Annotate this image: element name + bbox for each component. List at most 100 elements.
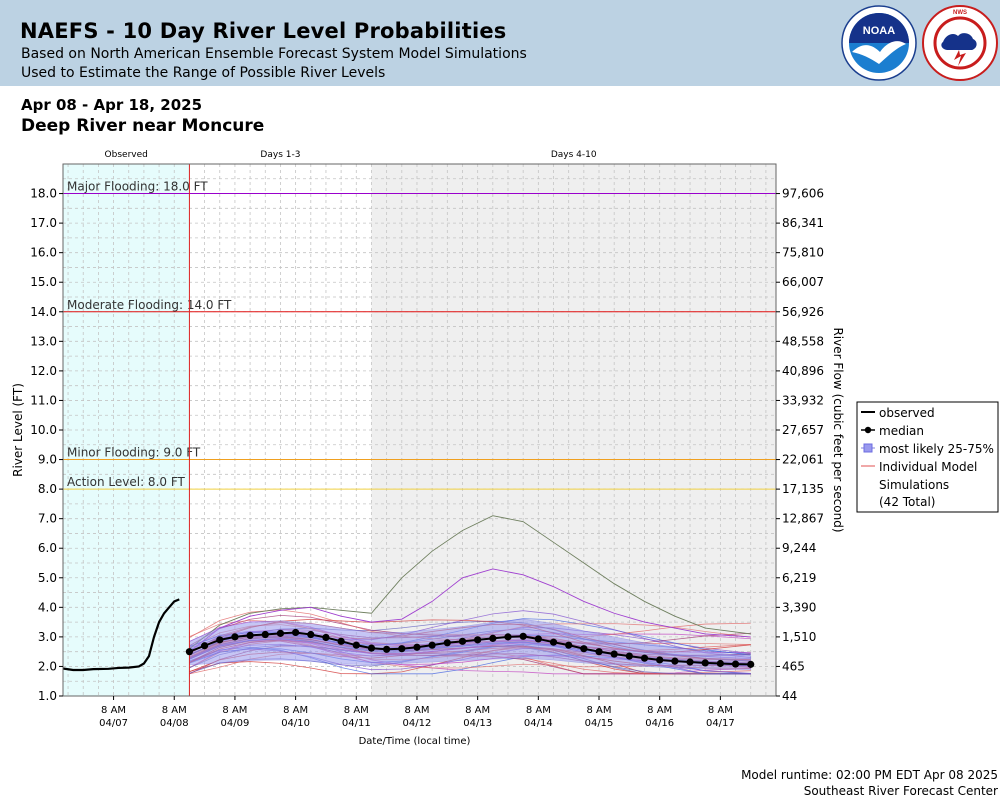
region-label-0: Observed: [105, 150, 148, 160]
model-runtime: Model runtime: 02:00 PM EDT Apr 08 2025: [741, 768, 998, 782]
x-tick-label: 8 AM: [101, 705, 126, 716]
flood-label-0: Major Flooding: 18.0 FT: [67, 180, 208, 194]
x-tick-date: 04/08: [160, 718, 189, 729]
legend-label-simulations: Individual Model: [879, 460, 977, 474]
x-tick-date: 04/17: [706, 718, 735, 729]
y-tick-label: 8.0: [38, 482, 57, 496]
median-point: [337, 637, 345, 645]
x-tick-label: 8 AM: [526, 705, 551, 716]
y2-tick-label: 3,390: [782, 600, 816, 614]
median-point: [246, 631, 254, 640]
y2-tick-label: 44: [782, 689, 797, 703]
nws-logo: NWS: [922, 5, 998, 81]
header-banner: NAEFS - 10 Day River Level Probabilities…: [0, 0, 1000, 86]
likely-band: [189, 618, 752, 670]
y-tick-label: 11.0: [30, 393, 57, 407]
x-tick-date: 04/13: [463, 718, 492, 729]
median-point: [671, 657, 679, 665]
page-title: NAEFS - 10 Day River Level Probabilities: [20, 19, 507, 43]
y-tick-label: 10.0: [30, 423, 57, 437]
y-tick-label: 3.0: [38, 630, 57, 644]
median-point: [610, 650, 618, 658]
median-point: [701, 659, 709, 667]
median-point: [443, 639, 451, 647]
median-point: [216, 636, 224, 644]
station-name: Deep River near Moncure: [21, 116, 265, 136]
y-tick-label: 2.0: [38, 659, 57, 673]
y2-axis-title: River Flow (cubic feet per second): [831, 327, 845, 532]
median-point: [656, 656, 664, 664]
y2-tick-label: 66,007: [782, 275, 824, 289]
median-point: [413, 643, 421, 651]
median-point: [489, 634, 497, 642]
x-tick-label: 8 AM: [404, 705, 429, 716]
median-point: [731, 660, 740, 668]
page-subtitle-2: Used to Estimate the Range of Possible R…: [21, 65, 386, 81]
y-tick-label: 18.0: [30, 187, 57, 201]
median-point: [458, 637, 467, 645]
x-tick-label: 8 AM: [283, 705, 308, 716]
y-tick-label: 13.0: [30, 334, 57, 348]
x-axis-title: Date/Time (local time): [359, 736, 471, 747]
x-tick-label: 8 AM: [344, 705, 369, 716]
observed-line: [62, 598, 180, 672]
median-point: [307, 630, 315, 639]
x-tick-label: 8 AM: [587, 705, 612, 716]
svg-text:NWS: NWS: [953, 10, 967, 16]
median-point: [231, 633, 239, 641]
x-tick-date: 04/16: [645, 718, 674, 729]
legend-swatch-band: [863, 443, 873, 453]
median-point: [185, 648, 194, 656]
y2-tick-label: 75,810: [782, 246, 824, 260]
y2-tick-label: 56,926: [782, 305, 824, 319]
river-level-chart: Observed Days 1-3 Days 4-10 Major Flooding:…: [11, 150, 999, 747]
y-tick-label: 9.0: [38, 453, 57, 467]
y2-tick-label: 86,341: [782, 216, 824, 230]
y2-tick-label: 12,867: [782, 512, 824, 526]
median-point: [504, 633, 512, 641]
y-axis-title: River Level (FT): [11, 383, 25, 477]
x-tick-date: 04/07: [99, 718, 128, 729]
median-point: [428, 641, 436, 649]
median-point: [322, 633, 330, 642]
y-tick-label: 14.0: [30, 305, 57, 319]
median-point: [549, 638, 558, 646]
y-tick-label: 16.0: [30, 246, 57, 260]
y-tick-label: 6.0: [38, 541, 57, 555]
y-tick-label: 15.0: [30, 275, 57, 289]
region-label-1: Days 1-3: [260, 150, 300, 160]
y2-tick-label: 22,061: [782, 453, 824, 467]
legend-label-observed: observed: [879, 406, 935, 420]
y2-tick-label: 40,896: [782, 364, 824, 378]
legend-label-simulations-2: Simulations: [879, 478, 949, 492]
legend-box: [856, 401, 999, 513]
x-tick-date: 04/12: [403, 718, 432, 729]
median-point: [625, 652, 633, 660]
median-points: [185, 628, 755, 668]
simulation-line: [189, 568, 751, 653]
median-point: [352, 641, 360, 649]
median-point: [383, 645, 391, 653]
flood-label-2: Minor Flooding: 9.0 FT: [67, 446, 201, 460]
legend: observed median most likely 25-75% Individu…: [856, 401, 999, 513]
y2-tick-label: 27,657: [782, 423, 824, 437]
median-point: [519, 632, 527, 640]
median-point: [686, 658, 694, 666]
flood-label-3: Action Level: 8.0 FT: [67, 475, 186, 489]
legend-label-band: most likely 25-75%: [879, 442, 994, 456]
y-tick-label: 4.0: [38, 600, 57, 614]
median-point: [580, 645, 588, 653]
y-tick-label: 7.0: [38, 512, 57, 526]
y2-tick-label: 33,932: [782, 393, 824, 407]
y2-tick-label: 48,558: [782, 334, 824, 348]
x-tick-date: 04/11: [342, 718, 371, 729]
y2-tick-label: 17,135: [782, 482, 824, 496]
legend-label-median: median: [879, 424, 924, 438]
y2-tick-label: 9,244: [782, 541, 816, 555]
median-point: [398, 645, 406, 653]
median-point: [367, 644, 376, 652]
x-tick-date: 04/14: [524, 718, 553, 729]
x-tick-label: 8 AM: [647, 705, 672, 716]
legend-swatch-median-dot: [864, 426, 872, 434]
x-tick-label: 8 AM: [465, 705, 490, 716]
